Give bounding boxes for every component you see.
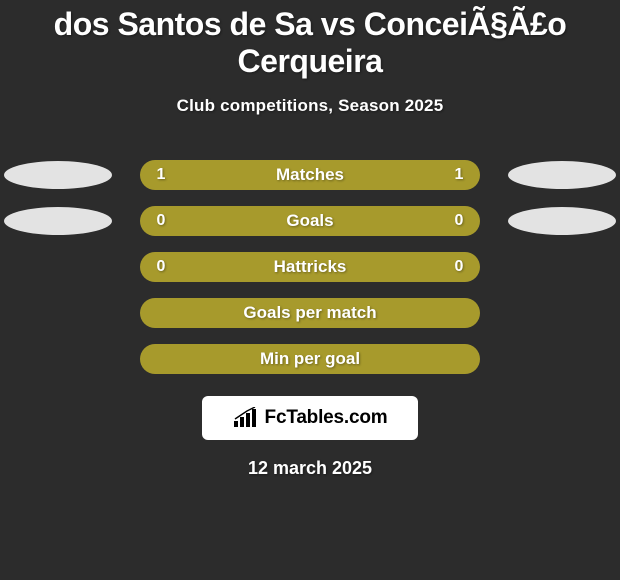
- stat-row: 1 Matches 1: [0, 152, 620, 198]
- right-ellipse-icon: [508, 161, 616, 189]
- left-ellipse-icon: [4, 207, 112, 235]
- left-ellipse-icon: [4, 161, 112, 189]
- stat-bar: Goals per match: [140, 298, 480, 328]
- stat-right-value: 1: [452, 166, 466, 184]
- stat-label: Matches: [168, 165, 452, 185]
- stat-right-value: 0: [452, 212, 466, 230]
- stat-left-value: 0: [154, 212, 168, 230]
- bars-chart-icon: [233, 407, 259, 429]
- page-subtitle: Club competitions, Season 2025: [0, 96, 620, 116]
- comparison-card: dos Santos de Sa vs ConceiÃ§Ã£o Cerqueir…: [0, 0, 620, 580]
- stat-right-value: 0: [452, 258, 466, 276]
- stat-label: Goals per match: [168, 303, 452, 323]
- generated-date: 12 march 2025: [0, 458, 620, 479]
- stat-left-value: 1: [154, 166, 168, 184]
- site-logo: FcTables.com: [202, 396, 418, 440]
- stat-label: Hattricks: [168, 257, 452, 277]
- stat-label: Min per goal: [168, 349, 452, 369]
- stat-left-value: 0: [154, 258, 168, 276]
- page-title: dos Santos de Sa vs ConceiÃ§Ã£o Cerqueir…: [0, 0, 620, 80]
- stat-bar: 1 Matches 1: [140, 160, 480, 190]
- stats-rows: 1 Matches 1 0 Goals 0 0 Hattricks 0: [0, 152, 620, 382]
- stat-bar: 0 Goals 0: [140, 206, 480, 236]
- stat-row: Goals per match: [0, 290, 620, 336]
- stat-row: 0 Hattricks 0: [0, 244, 620, 290]
- stat-bar: Min per goal: [140, 344, 480, 374]
- stat-row: Min per goal: [0, 336, 620, 382]
- stat-bar: 0 Hattricks 0: [140, 252, 480, 282]
- right-ellipse-icon: [508, 207, 616, 235]
- stat-row: 0 Goals 0: [0, 198, 620, 244]
- stat-label: Goals: [168, 211, 452, 231]
- site-logo-text: FcTables.com: [265, 407, 388, 429]
